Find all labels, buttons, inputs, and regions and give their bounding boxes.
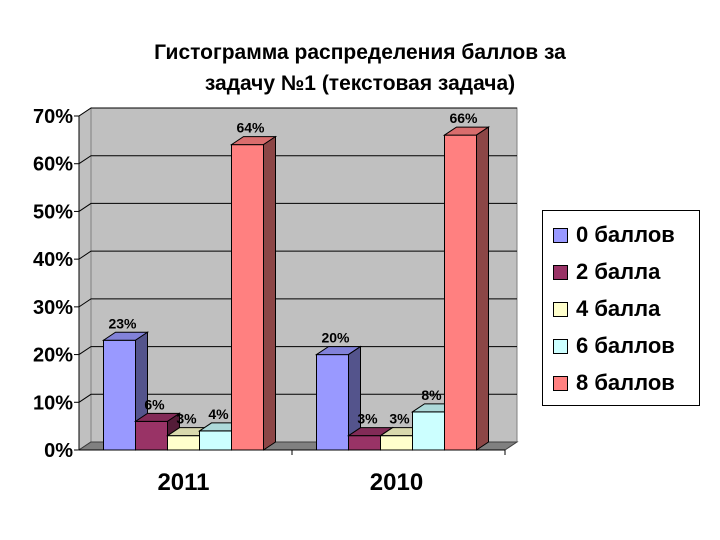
data-label: 3% <box>176 411 197 427</box>
x-tick-label: 2010 <box>370 469 423 496</box>
y-tick-label: 0% <box>44 440 73 462</box>
gridline <box>78 107 517 117</box>
legend-item: 4 балла <box>553 295 660 323</box>
data-label: 66% <box>449 110 478 126</box>
chart-title-line-1: Гистограмма распределения баллов за <box>154 41 566 64</box>
y-tick-label: 40% <box>33 249 73 271</box>
x-tick-label: 2011 <box>157 469 209 496</box>
legend-swatch <box>553 264 568 280</box>
legend-label: 2 балла <box>576 259 661 284</box>
gridline <box>78 393 517 403</box>
bar-side <box>263 135 276 451</box>
legend-swatch <box>553 338 568 354</box>
data-label: 20% <box>321 330 350 346</box>
bar-front <box>316 354 349 451</box>
gridline <box>78 346 517 355</box>
legend-label: 8 баллов <box>576 370 675 395</box>
y-tick-label: 30% <box>33 297 73 319</box>
data-label: 6% <box>144 396 165 412</box>
legend-swatch <box>553 227 568 243</box>
y-tick-label: 10% <box>33 392 73 414</box>
data-label: 3% <box>357 411 378 427</box>
y-tick-label: 70% <box>33 106 73 128</box>
bar-side <box>476 126 489 451</box>
bar-front <box>444 134 477 451</box>
legend-label: 0 баллов <box>576 222 675 247</box>
bar-front <box>412 411 445 451</box>
legend-label: 6 баллов <box>576 333 675 358</box>
data-label: 3% <box>389 411 410 427</box>
legend-item: 8 баллов <box>553 369 675 397</box>
bar-front <box>103 339 136 451</box>
gridline <box>78 202 517 212</box>
gridline <box>78 155 517 165</box>
bar-front <box>135 420 168 451</box>
legend-item: 2 балла <box>553 258 660 286</box>
bar-front <box>348 435 381 451</box>
bar-front <box>231 144 264 451</box>
legend: 0 баллов 2 балла 4 балла 6 баллов 8 баллов <box>542 210 700 406</box>
data-label: 4% <box>208 406 229 422</box>
data-label: 23% <box>108 315 137 331</box>
y-tick-label: 50% <box>33 201 73 223</box>
legend-swatch <box>553 375 568 391</box>
bar-front <box>380 435 413 451</box>
data-label: 64% <box>236 120 265 136</box>
legend-item: 6 баллов <box>553 332 675 360</box>
legend-label: 4 балла <box>576 296 661 321</box>
y-tick-label: 20% <box>33 345 73 367</box>
bar-front <box>167 435 200 451</box>
chart-title-line-2: задачу №1 (текстовая задача) <box>204 72 516 95</box>
y-tick-label: 60% <box>33 154 73 176</box>
legend-swatch <box>553 301 568 317</box>
gridline <box>78 250 517 260</box>
legend-item: 0 баллов <box>553 221 675 249</box>
data-label: 8% <box>421 387 442 403</box>
gridline <box>78 298 517 308</box>
bar-front <box>199 430 232 451</box>
